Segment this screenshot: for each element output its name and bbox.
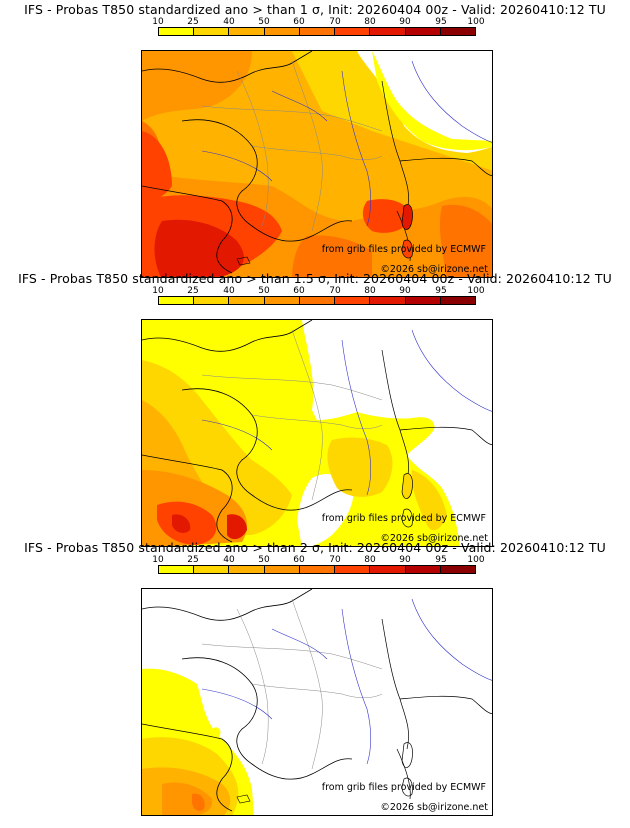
probability-map: from grib files provided by ECMWF ©2026 … [141, 588, 493, 816]
scale-swatch [299, 297, 336, 304]
probability-map: from grib files provided by ECMWF ©2026 … [141, 319, 493, 547]
scale-label: 50 [258, 286, 270, 296]
scale-label: 40 [223, 555, 235, 565]
data-source-credit: from grib files provided by ECMWF [321, 782, 486, 793]
scale-swatch [440, 297, 475, 304]
scale-label: 60 [293, 286, 305, 296]
scale-label: 10 [152, 286, 164, 296]
scale-label: 40 [223, 286, 235, 296]
scale-label: 60 [293, 17, 305, 27]
map-panel-2-sigma: IFS - Probas T850 standardized ano > tha… [0, 540, 630, 816]
scale-swatch [299, 28, 336, 35]
scale-label: 60 [293, 555, 305, 565]
scale-swatch [159, 28, 195, 35]
scale-label: 90 [399, 17, 411, 27]
color-scale-labels: 10 25 40 50 60 70 80 90 95 100 [152, 17, 484, 27]
scale-swatch [264, 28, 300, 35]
scale-swatch [159, 297, 195, 304]
scale-label: 25 [187, 286, 199, 296]
copyright-credit: ©2026 sb@irizone.net [380, 533, 488, 544]
scale-label: 25 [187, 17, 199, 27]
scale-label: 50 [258, 17, 270, 27]
map-graphic [142, 51, 492, 277]
scale-swatch [335, 566, 371, 573]
color-scale-labels: 10 25 40 50 60 70 80 90 95 100 [152, 555, 484, 565]
scale-swatch [194, 28, 230, 35]
scale-label: 100 [467, 286, 485, 296]
scale-label: 25 [187, 555, 199, 565]
scale-label: 10 [152, 555, 164, 565]
scale-swatch [335, 28, 371, 35]
scale-swatch [370, 566, 406, 573]
copyright-credit: ©2026 sb@irizone.net [380, 802, 488, 813]
scale-swatch [299, 566, 336, 573]
scale-swatch [194, 297, 230, 304]
panel-title: IFS - Probas T850 standardized ano > tha… [24, 540, 606, 555]
color-scale-labels: 10 25 40 50 60 70 80 90 95 100 [152, 286, 484, 296]
color-scale-bar [158, 296, 476, 305]
scale-swatch [405, 566, 441, 573]
color-scale-bar [158, 565, 476, 574]
scale-swatch [194, 566, 230, 573]
data-source-credit: from grib files provided by ECMWF [321, 244, 486, 255]
scale-label: 90 [399, 555, 411, 565]
scale-swatch [335, 297, 371, 304]
scale-label: 40 [223, 17, 235, 27]
color-scale-bar [158, 27, 476, 36]
copyright-credit: ©2026 sb@irizone.net [380, 264, 488, 275]
map-panel-1-5-sigma: IFS - Probas T850 standardized ano > tha… [0, 271, 630, 547]
scale-label: 100 [467, 555, 485, 565]
scale-swatch [159, 566, 195, 573]
probability-map: from grib files provided by ECMWF ©2026 … [141, 50, 493, 278]
map-graphic [142, 320, 492, 546]
scale-swatch [264, 297, 300, 304]
map-panel-1-sigma: IFS - Probas T850 standardized ano > tha… [0, 2, 630, 278]
scale-label: 70 [329, 17, 341, 27]
scale-swatch [229, 28, 265, 35]
scale-label: 70 [329, 286, 341, 296]
scale-swatch [370, 297, 406, 304]
scale-swatch [264, 566, 300, 573]
data-source-credit: from grib files provided by ECMWF [321, 513, 486, 524]
scale-label: 10 [152, 17, 164, 27]
scale-swatch [370, 28, 406, 35]
scale-swatch [229, 566, 265, 573]
scale-swatch [440, 28, 475, 35]
scale-label: 50 [258, 555, 270, 565]
map-graphic [142, 589, 492, 815]
scale-swatch [405, 297, 441, 304]
scale-label: 80 [364, 17, 376, 27]
scale-label: 95 [435, 17, 447, 27]
scale-label: 95 [435, 555, 447, 565]
scale-swatch [405, 28, 441, 35]
scale-swatch [229, 297, 265, 304]
scale-label: 80 [364, 286, 376, 296]
panel-title: IFS - Probas T850 standardized ano > tha… [18, 271, 612, 286]
scale-label: 90 [399, 286, 411, 296]
scale-label: 95 [435, 286, 447, 296]
panel-title: IFS - Probas T850 standardized ano > tha… [24, 2, 606, 17]
scale-label: 80 [364, 555, 376, 565]
scale-swatch [440, 566, 475, 573]
scale-label: 100 [467, 17, 485, 27]
scale-label: 70 [329, 555, 341, 565]
